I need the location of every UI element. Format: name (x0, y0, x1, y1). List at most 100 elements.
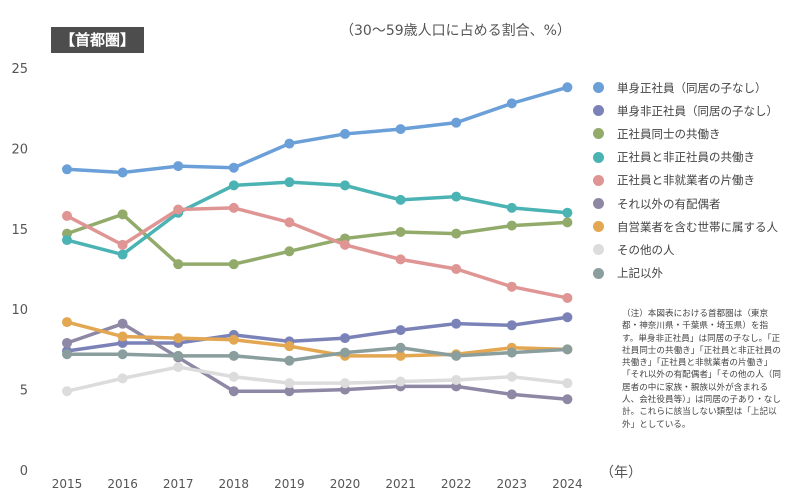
data-point (395, 194, 406, 205)
data-point (451, 374, 462, 385)
y-tick-label: 20 (11, 142, 28, 157)
legend: 単身正社員（同居の子なし） 単身非正社員（同居の子なし） 正社員同士の共働き正社員と… (593, 76, 778, 285)
data-point (117, 349, 128, 360)
x-tick-label: 2023 (497, 477, 528, 491)
x-tick-label: 2015 (52, 477, 83, 491)
data-point (395, 376, 406, 387)
data-point (451, 117, 462, 128)
y-tick-label: 5 (20, 384, 28, 399)
data-point (562, 217, 573, 228)
data-point (173, 204, 184, 215)
legend-label: 単身非正社員（同居の子なし） (617, 103, 778, 118)
data-point (62, 164, 72, 175)
data-point (173, 259, 184, 270)
data-point (117, 331, 128, 342)
x-tick-label: 2021 (385, 477, 416, 491)
legend-item: 上記以外 (593, 262, 778, 285)
data-point (451, 350, 462, 361)
data-point (62, 386, 72, 397)
data-point (451, 228, 462, 239)
legend-label: 上記以外 (617, 266, 663, 281)
data-point (506, 281, 517, 292)
data-point (228, 334, 239, 345)
data-point (506, 202, 517, 213)
data-point (62, 337, 72, 348)
data-point (284, 138, 295, 149)
legend-item: 正社員と非正社員の共働き (593, 146, 778, 169)
data-point (117, 209, 128, 220)
y-tick-label: 15 (11, 223, 28, 238)
data-point (340, 333, 350, 344)
data-point (228, 259, 239, 270)
data-point (506, 320, 517, 331)
series-line-7 (66, 365, 568, 393)
data-point (340, 378, 350, 389)
legend-marker-icon (593, 105, 604, 117)
data-point (451, 318, 462, 329)
legend-marker-icon (593, 82, 604, 94)
data-point (562, 312, 573, 323)
data-point (117, 373, 128, 384)
series-line-8 (67, 346, 568, 363)
data-point (340, 239, 350, 250)
data-point (284, 341, 295, 352)
data-point (117, 249, 128, 260)
data-point (340, 347, 350, 358)
x-tick-label: 2024 (552, 477, 583, 491)
data-point (506, 389, 517, 400)
legend-label: それ以外の有配偶者 (617, 196, 721, 211)
legend-marker-icon (593, 244, 604, 256)
data-point (395, 342, 406, 353)
legend-marker-icon (593, 174, 604, 186)
data-point (562, 344, 573, 355)
footnote: （注）本図表における首都圏は（東京都・神奈川県・千葉県・埼玉県）を指す。単身非正… (622, 309, 781, 430)
data-point (340, 128, 350, 139)
data-point (562, 207, 573, 218)
data-point (284, 217, 295, 228)
data-point (395, 254, 406, 265)
data-point (506, 98, 517, 109)
data-point (395, 227, 406, 238)
data-point (62, 349, 72, 360)
legend-item: それ以外の有配偶者 (593, 192, 778, 215)
data-point (284, 386, 295, 397)
x-tick-label: 2018 (219, 477, 250, 491)
legend-marker-icon (593, 267, 604, 279)
data-point (395, 350, 406, 361)
series-line-0 (66, 85, 568, 175)
data-point (173, 350, 184, 361)
legend-marker-icon (593, 128, 604, 140)
region-badge: 【首都圏】 (51, 27, 144, 53)
legend-label: 自営業者を含む世帯に属する人 (617, 219, 778, 234)
data-point (173, 161, 184, 172)
x-axis-unit: （年） (600, 465, 642, 481)
series-line-2 (66, 212, 568, 266)
legend-marker-icon (593, 151, 604, 163)
data-point (284, 246, 295, 257)
legend-label: その他の人 (617, 242, 675, 257)
legend-label: 正社員同士の共働き (617, 126, 721, 141)
data-point (228, 386, 239, 397)
legend-item: その他の人 (593, 238, 778, 261)
data-point (62, 210, 72, 221)
legend-item: 単身正社員（同居の子なし） (593, 76, 778, 99)
data-point (284, 177, 295, 188)
data-point (173, 362, 184, 373)
data-point (451, 191, 462, 202)
data-point (562, 292, 573, 303)
data-point (62, 317, 72, 328)
data-point (506, 220, 517, 231)
data-point (228, 180, 239, 191)
x-tick-label: 2022 (441, 477, 472, 491)
data-point (117, 167, 128, 178)
legend-label: 単身正社員（同居の子なし） (617, 80, 767, 95)
data-point (395, 325, 406, 336)
legend-label: 正社員と非就業者の片働き (617, 173, 755, 188)
series-line-3 (66, 180, 568, 257)
series-line-5 (66, 321, 568, 401)
data-point (562, 378, 573, 389)
data-point (228, 162, 239, 173)
data-point (284, 378, 295, 389)
x-tick-label: 2017 (163, 477, 194, 491)
